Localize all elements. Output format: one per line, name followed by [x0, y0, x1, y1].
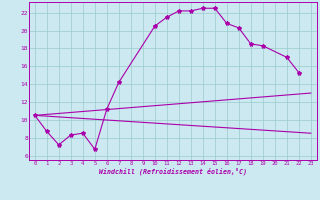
X-axis label: Windchill (Refroidissement éolien,°C): Windchill (Refroidissement éolien,°C): [99, 167, 247, 175]
